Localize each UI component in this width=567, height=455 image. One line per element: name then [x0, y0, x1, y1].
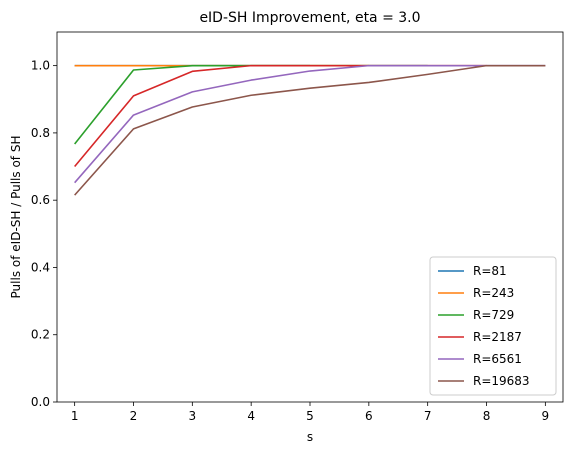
series-line-r-19683 — [74, 64, 546, 196]
x-tick-label: 8 — [483, 409, 491, 423]
y-tick-label: 0.0 — [31, 395, 50, 409]
legend-label-r-19683: R=19683 — [473, 374, 530, 388]
y-tick-label: 0.8 — [31, 126, 50, 140]
x-axis: 1 2 3 4 5 6 7 8 9 — [71, 402, 549, 423]
y-tick-label: 0.6 — [31, 193, 50, 207]
x-tick-label: 1 — [71, 409, 79, 423]
series-line-r-2187 — [74, 64, 487, 168]
legend: R=81 R=243 R=729 R=2187 R=6561 R=19683 — [429, 256, 557, 396]
x-tick-label: 7 — [424, 409, 432, 423]
chart-title: eID-SH Improvement, eta = 3.0 — [199, 10, 420, 26]
series-lines — [74, 64, 546, 196]
y-axis: 0.0 0.2 0.4 0.6 0.8 1.0 — [31, 59, 57, 409]
x-tick-label: 2 — [130, 409, 138, 423]
legend-label-r-2187: R=2187 — [473, 330, 522, 344]
y-axis-label: Pulls of eID-SH / Pulls of SH — [9, 136, 23, 299]
x-tick-label: 9 — [542, 409, 550, 423]
x-tick-label: 4 — [247, 409, 255, 423]
plot-frame — [56, 31, 564, 403]
legend-label-r-81: R=81 — [473, 264, 507, 278]
y-tick-label: 0.2 — [31, 328, 50, 342]
x-tick-label: 3 — [189, 409, 197, 423]
x-tick-label: 5 — [306, 409, 314, 423]
legend-label-r-729: R=729 — [473, 308, 514, 322]
legend-box — [429, 256, 557, 396]
x-tick-label: 6 — [365, 409, 373, 423]
legend-label-r-6561: R=6561 — [473, 352, 522, 366]
y-tick-label: 0.4 — [31, 260, 50, 274]
series-line-r-6561 — [74, 64, 546, 184]
series-line-r-729 — [74, 64, 428, 145]
y-tick-label: 1.0 — [31, 59, 50, 73]
x-axis-label: s — [307, 430, 313, 444]
legend-label-r-243: R=243 — [473, 286, 514, 300]
